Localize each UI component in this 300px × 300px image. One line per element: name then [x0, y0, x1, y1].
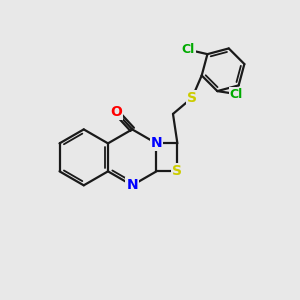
Text: O: O	[110, 105, 122, 119]
Text: N: N	[126, 178, 138, 192]
Text: Cl: Cl	[182, 43, 195, 56]
Text: N: N	[151, 136, 162, 150]
Text: Cl: Cl	[230, 88, 243, 100]
Text: S: S	[187, 91, 197, 105]
Text: S: S	[172, 164, 182, 178]
